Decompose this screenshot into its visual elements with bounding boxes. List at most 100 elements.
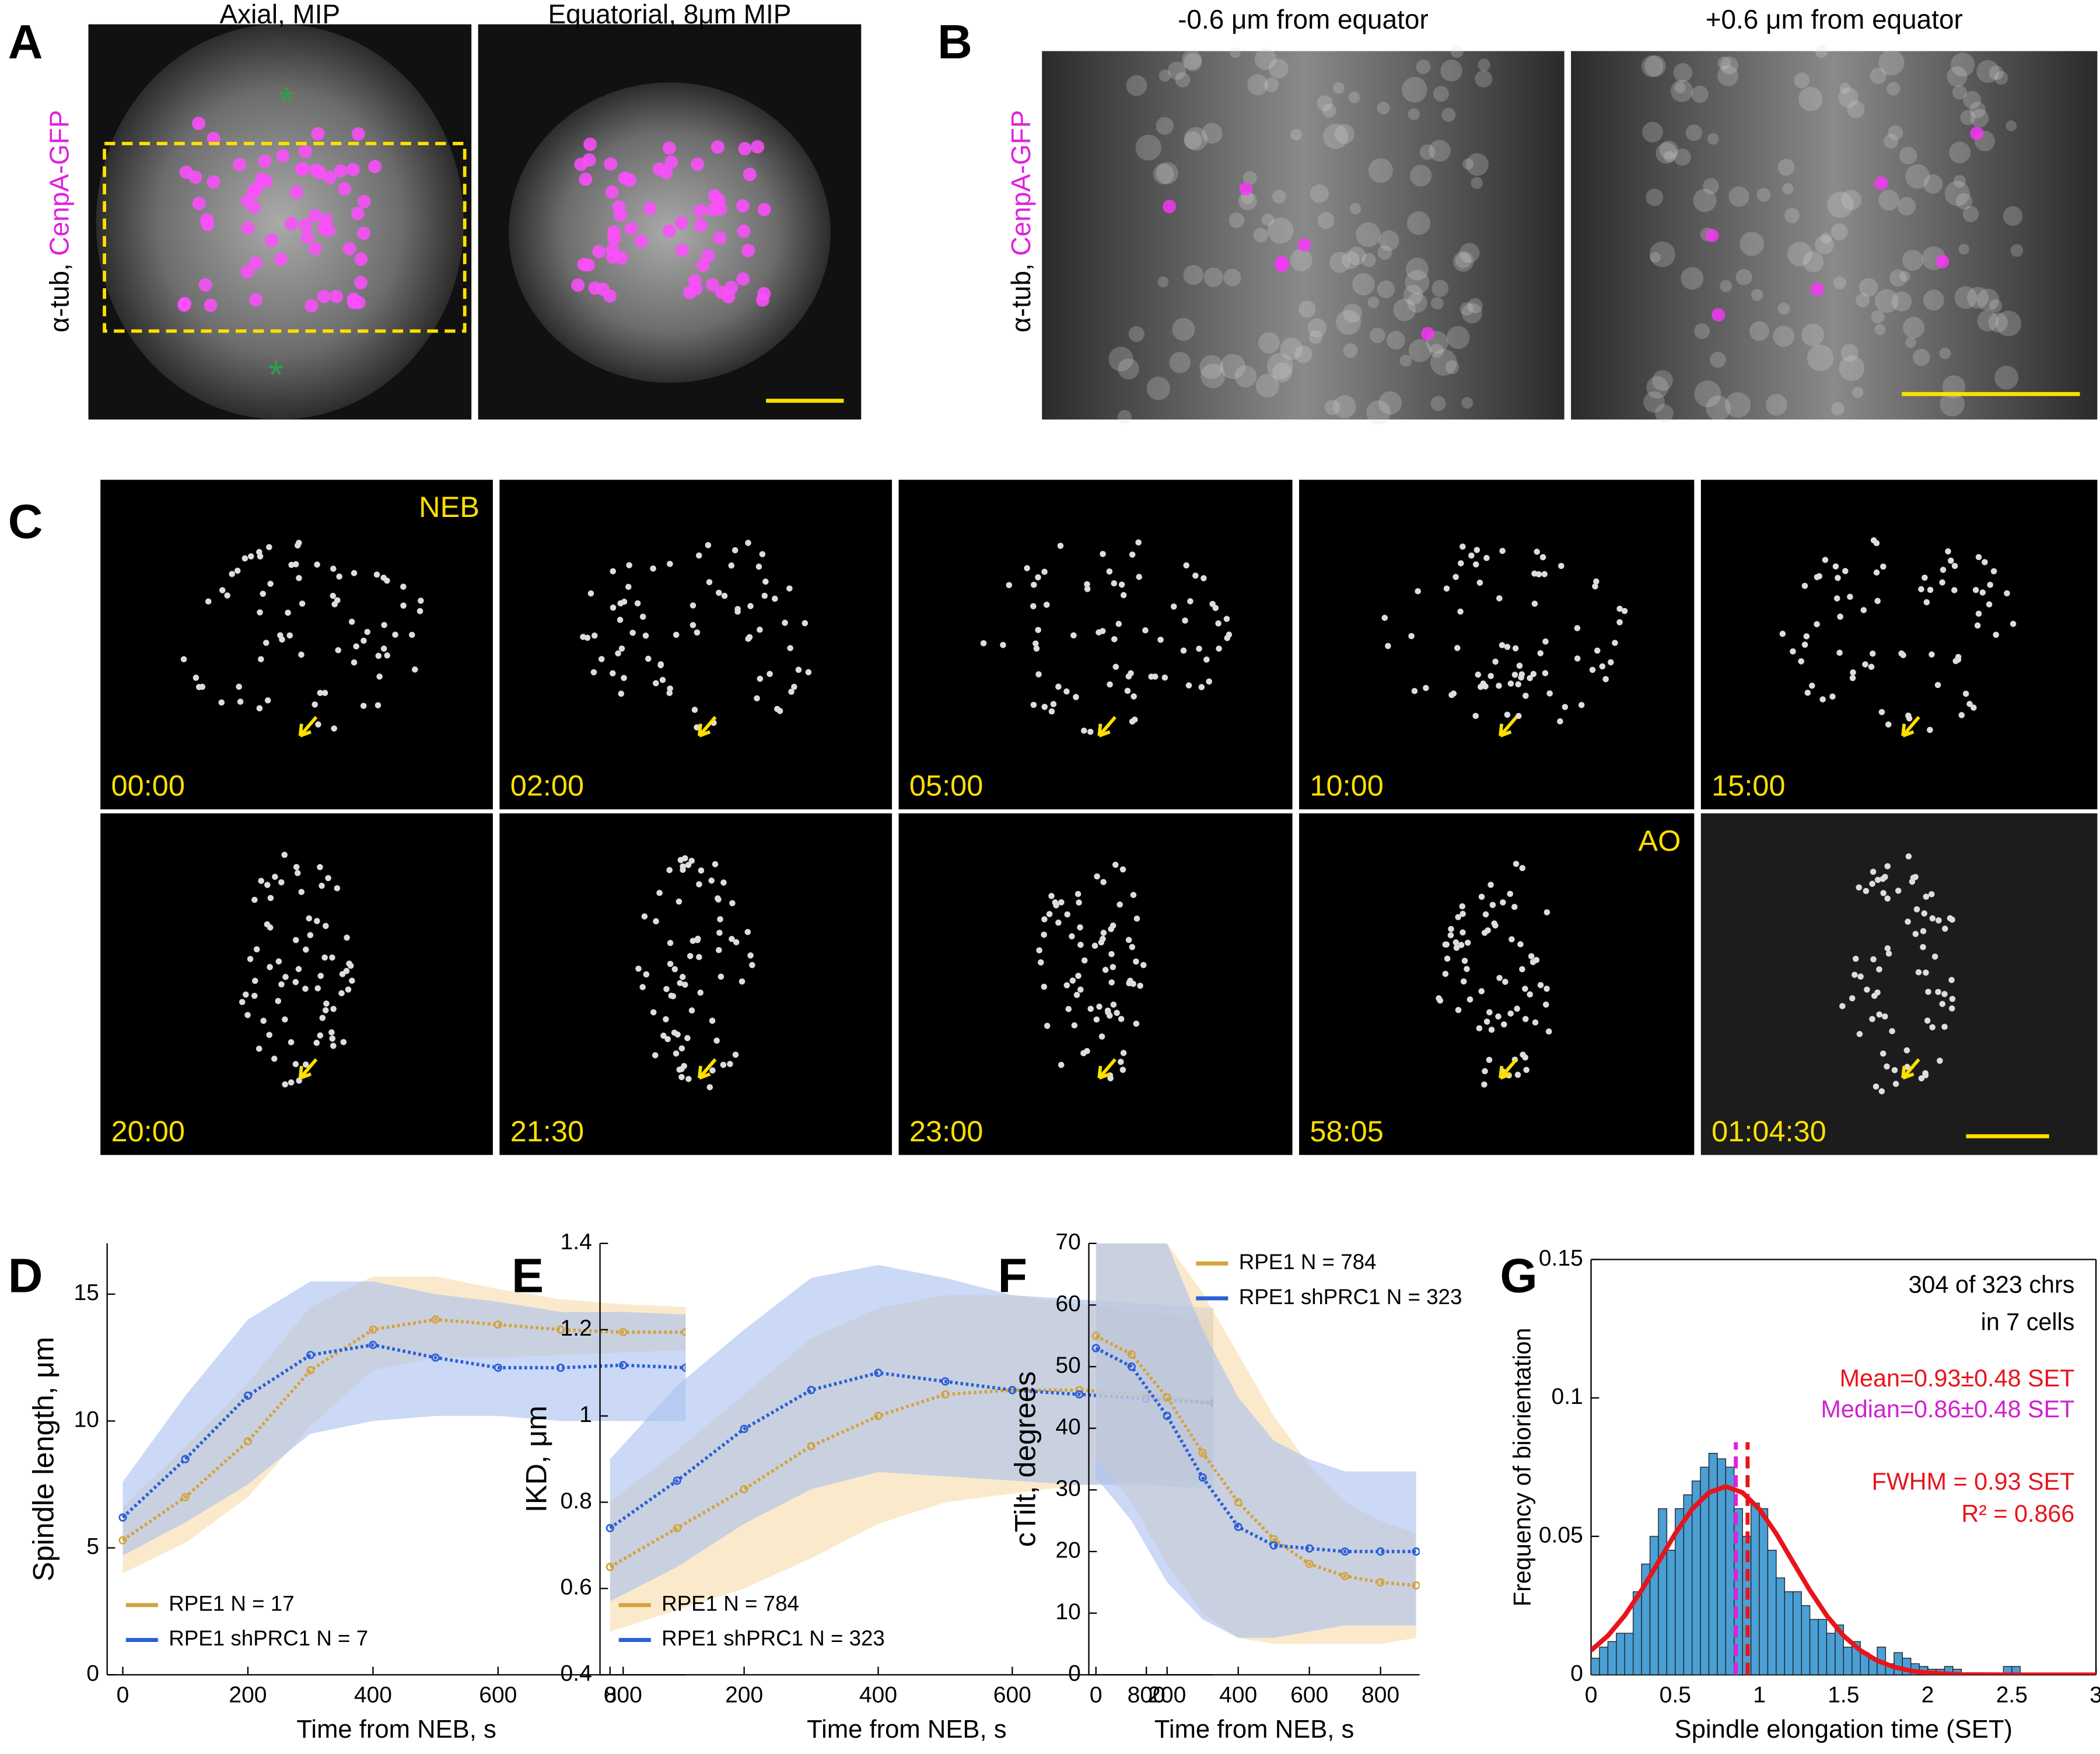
kinetochore <box>743 167 757 181</box>
tubulin-speck <box>1290 128 1302 141</box>
tubulin-speck <box>1247 74 1269 96</box>
kinetochore <box>278 879 285 886</box>
x-tick-label: 600 <box>479 1682 517 1707</box>
kinetochore <box>1036 947 1042 953</box>
kinetochore <box>1129 551 1136 558</box>
kinetochore <box>1808 682 1815 689</box>
kinetochore <box>384 577 390 584</box>
kinetochore <box>676 898 682 905</box>
kinetochore <box>322 223 336 237</box>
tubulin-speck <box>1784 208 1800 223</box>
hist-bar <box>1801 1605 1811 1675</box>
kinetochore <box>1163 200 1177 214</box>
kinetochore <box>629 630 636 636</box>
kinetochore <box>582 153 596 167</box>
kinetochore <box>634 600 641 607</box>
tubulin-speck <box>1833 276 1847 289</box>
legend-label: RPE1 N = 784 <box>662 1592 799 1616</box>
kinetochore <box>727 1061 733 1067</box>
kinetochore <box>1511 903 1518 910</box>
kinetochore <box>1133 916 1140 922</box>
tubulin-speck <box>1261 213 1275 226</box>
tubulin-speck <box>1905 164 1930 189</box>
tubulin-speck <box>1706 395 1731 421</box>
kinetochore <box>1874 176 1888 190</box>
kinetochore <box>1112 861 1119 868</box>
kinetochore <box>1876 966 1882 973</box>
kinetochore <box>1486 1057 1493 1063</box>
kinetochore <box>348 619 355 625</box>
hist-bar <box>1658 1508 1668 1675</box>
kinetochore <box>293 864 300 871</box>
kinetochore <box>1080 727 1087 734</box>
tubulin-speck <box>1949 141 1971 163</box>
kinetochore <box>380 645 387 652</box>
hist-bar <box>1607 1641 1617 1675</box>
kinetochore <box>592 244 606 258</box>
kinetochore <box>314 561 320 568</box>
tubulin-speck <box>1475 70 1493 88</box>
y-tick-label: 0.4 <box>561 1661 592 1686</box>
data-point <box>681 1363 686 1372</box>
kinetochore <box>662 224 676 238</box>
hist-bar <box>1616 1633 1625 1675</box>
arrow <box>697 1058 717 1080</box>
kinetochore <box>1523 1067 1530 1073</box>
x-tick-label: 0 <box>1585 1682 1598 1707</box>
kinetochore <box>1075 973 1082 979</box>
kinetochore <box>1857 973 1864 980</box>
x-tick-label: 2.5 <box>1996 1682 2028 1707</box>
tubulin-speck <box>1674 82 1686 94</box>
kinetochore <box>678 1074 685 1081</box>
kinetochore <box>1520 1051 1526 1058</box>
tubulin-speck <box>1840 344 1859 362</box>
kinetochore <box>687 953 694 959</box>
tubulin-speck <box>1433 86 1449 102</box>
kinetochore <box>251 977 258 984</box>
tubulin-speck <box>1710 351 1726 368</box>
y-axis-label: IKD, μm <box>519 1406 552 1512</box>
kinetochore <box>1100 551 1106 557</box>
kinetochore <box>1187 598 1194 605</box>
kinetochore <box>1108 925 1114 932</box>
kinetochore <box>1971 704 1977 711</box>
kinetochore <box>786 585 793 592</box>
kinetochore <box>1043 602 1050 608</box>
y-tick-label: 10 <box>74 1407 99 1432</box>
kinetochore <box>705 542 712 548</box>
kinetochore <box>1468 552 1475 559</box>
kinetochore <box>1500 899 1506 906</box>
kinetochore <box>1895 888 1902 894</box>
tubulin-speck <box>1362 253 1376 267</box>
kinetochore <box>1142 627 1149 634</box>
kinetochore <box>1522 1016 1529 1022</box>
kinetochore <box>1531 600 1538 607</box>
tubulin-speck <box>1334 124 1355 144</box>
kinetochore <box>1110 964 1116 970</box>
tubulin-speck <box>1782 183 1794 195</box>
kinetochore <box>1084 581 1090 588</box>
kinetochore <box>300 230 314 244</box>
kinetochore <box>272 873 278 880</box>
kinetochore <box>1507 1010 1514 1017</box>
kinetochore <box>1448 691 1455 698</box>
kinetochore <box>664 1036 671 1043</box>
tubulin-speck <box>1387 331 1406 350</box>
kinetochore <box>1515 681 1521 688</box>
kinetochore <box>266 544 272 550</box>
hist-bar <box>1591 1658 1600 1675</box>
kinetochore <box>1874 598 1881 605</box>
y-tick-label: 0.05 <box>1539 1522 1583 1547</box>
tubulin-speck <box>1202 123 1223 144</box>
kinetochore <box>583 137 597 151</box>
kinetochore <box>674 216 688 230</box>
kinetochore <box>706 1084 713 1091</box>
kinetochore <box>772 595 778 602</box>
kinetochore <box>641 913 648 920</box>
y-tick-label: 20 <box>1055 1538 1080 1563</box>
tubulin-speck <box>1801 323 1824 347</box>
kinetochore <box>587 590 594 597</box>
kinetochore <box>1460 910 1466 917</box>
kinetochore <box>1514 1005 1520 1012</box>
micrograph <box>1299 480 1695 810</box>
